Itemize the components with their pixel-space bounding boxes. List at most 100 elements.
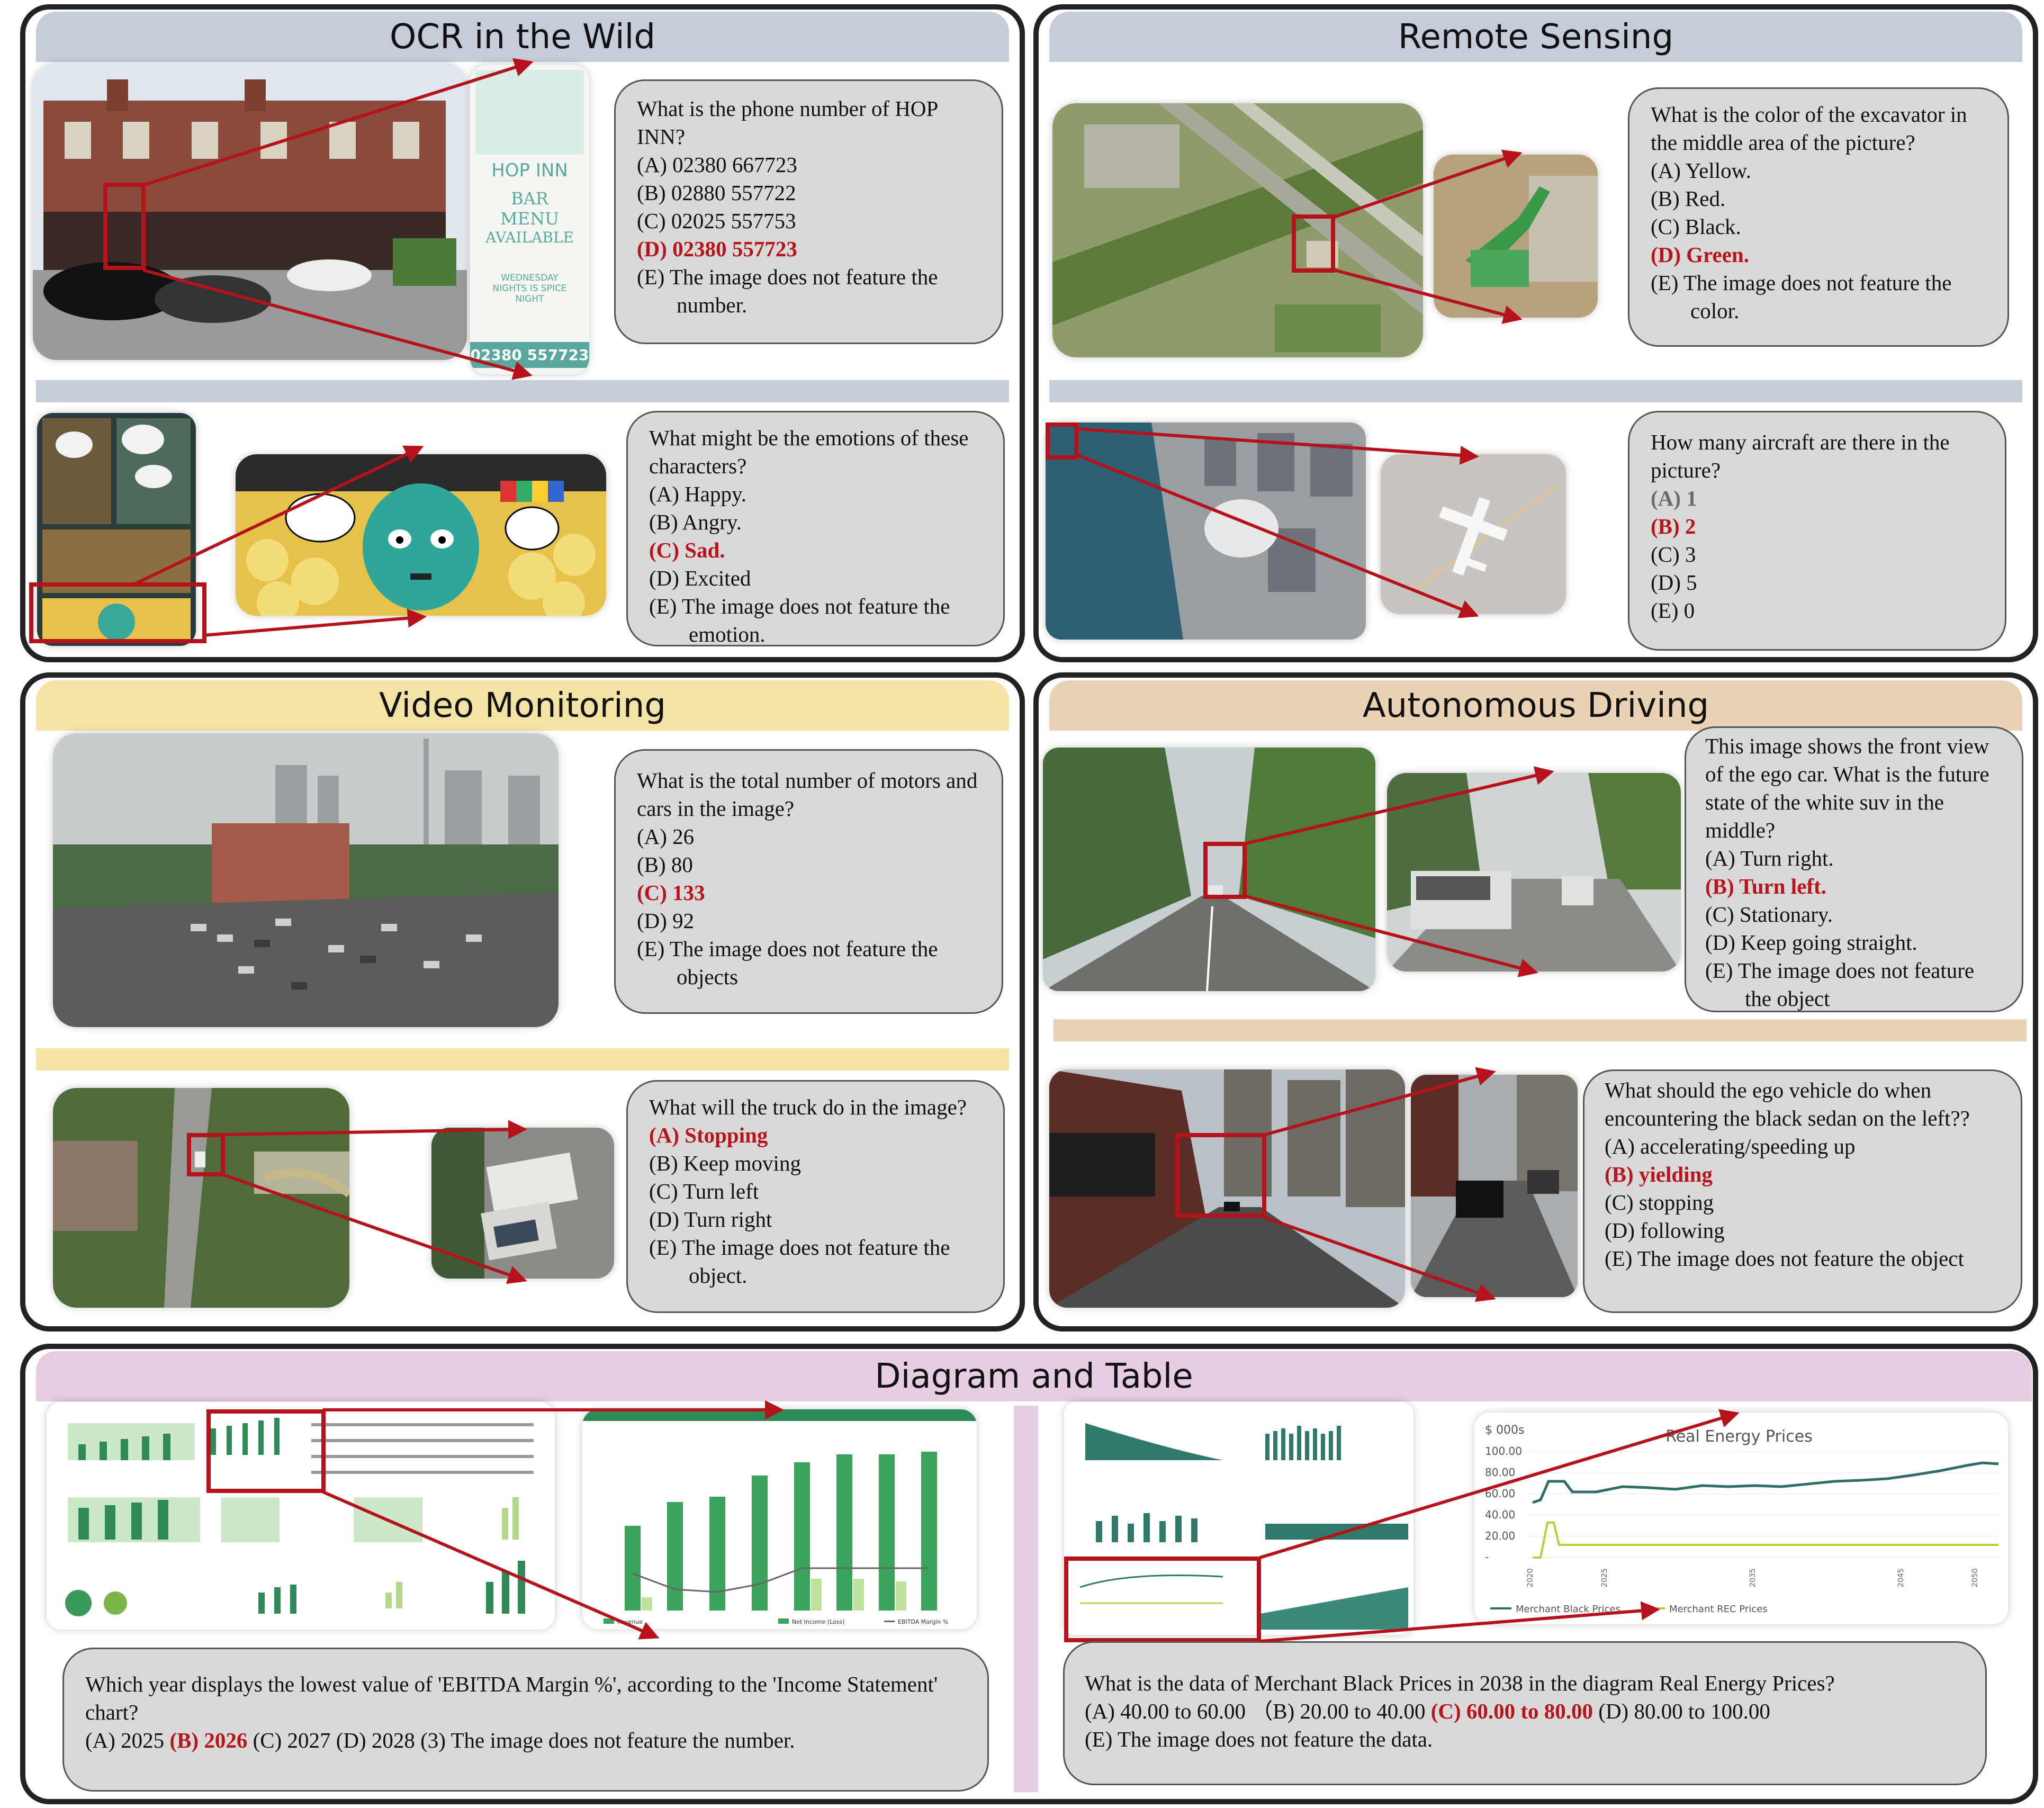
question-text: What is the total number of motors and c… (637, 768, 978, 821)
option-a: (A) 02380 667723 (637, 152, 797, 177)
option-d: (D) 80.00 to 100.00 (1598, 1699, 1770, 1723)
y-tick-40: 40.00 (1485, 1508, 1515, 1521)
diagram-zoom-box-1 (206, 1409, 326, 1493)
road-aerial-photo (53, 1088, 349, 1308)
energy-chart-title: Real Energy Prices (1665, 1427, 1813, 1446)
driving-zoom-box-2 (1175, 1133, 1266, 1218)
ocr-header: OCR in the Wild (36, 12, 1009, 62)
option-c: (C) Black. (1651, 214, 1741, 239)
video-header: Video Monitoring (36, 680, 1009, 731)
option-a: (A) 26 (637, 824, 695, 849)
driving-question-box-2: What should the ego vehicle do when enco… (1583, 1069, 2022, 1313)
pub-photo (33, 64, 467, 360)
option-e: (E) The image does not feature the emoti… (649, 594, 950, 646)
svg-text:2050: 2050 (1971, 1568, 1979, 1587)
option-b: （B) 20.00 to 40.00 (1251, 1699, 1426, 1723)
question-text: What is the data of Merchant Black Price… (1085, 1671, 1835, 1695)
ocr-separator (36, 380, 1009, 402)
truck-zoom (431, 1128, 614, 1279)
question-text: What is the phone number of HOP INN? (637, 96, 938, 149)
driving-question-box-1: This image shows the front view of the e… (1685, 726, 2023, 1012)
option-b-answer: (B) Turn left. (1705, 874, 1826, 898)
energy-price-chart: $ 000s Real Energy Prices 100.00 80.00 6… (1474, 1413, 2008, 1624)
aircraft-zoom (1381, 454, 1566, 614)
option-b: (B) Red. (1651, 186, 1726, 211)
option-a: (A) 1 (1651, 486, 1697, 510)
remote-zoom-box-1 (1292, 214, 1335, 273)
y-tick-20: 20.00 (1485, 1530, 1515, 1542)
question-text: Which year displays the lowest value of … (85, 1672, 938, 1724)
option-d-answer: (D) 02380 557723 (637, 237, 797, 261)
option-e: (E) 0 (1651, 598, 1695, 623)
y-tick-zero: - (1485, 1551, 1489, 1563)
option-a: (A) 40.00 to 60.00 (1085, 1699, 1246, 1723)
option-c: (C) Turn left (649, 1179, 759, 1203)
comic-zoom (236, 454, 606, 616)
sign-line5: NIGHTS IS SPICE (492, 283, 567, 294)
sign-line1: BAR (511, 188, 548, 209)
energy-chart-unit: $ 000s (1485, 1424, 1524, 1437)
video-title: Video Monitoring (379, 686, 666, 725)
legend-revenue: Revenue (617, 1618, 643, 1625)
remote-separator (1049, 380, 2022, 402)
sign-line3: AVAILABLE (485, 229, 574, 246)
harbor-aerial (1046, 422, 1366, 640)
sedan-zoom (1411, 1075, 1578, 1297)
option-c: (C) Stationary. (1705, 902, 1833, 927)
parking-lot-photo (53, 733, 559, 1027)
option-e: (E) The image does not feature the numbe… (637, 265, 938, 317)
driving-header: Autonomous Driving (1049, 680, 2022, 731)
option-e: (E) The image does not feature the data. (1085, 1727, 1433, 1751)
option-d: (D) 2028 (336, 1728, 415, 1752)
option-d: (D) 92 (637, 909, 695, 933)
option-a: (A) Happy. (649, 482, 747, 506)
y-tick-80: 80.00 (1485, 1466, 1515, 1479)
sign-line2: MENU (500, 209, 560, 229)
hop-inn-sign: HOP INN BAR MENU AVAILABLE WEDNESDAY NIG… (470, 65, 589, 374)
option-b: (B) Keep moving (649, 1151, 801, 1175)
video-question-box-2: What will the truck do in the image? (A)… (626, 1080, 1005, 1313)
option-b-answer: (B) 2 (1651, 514, 1696, 538)
option-c: (C) 2027 (253, 1728, 331, 1752)
svg-text:2035: 2035 (1749, 1568, 1757, 1587)
legend-net-income: Net Income (Loss) (792, 1618, 845, 1625)
excavator-zoom (1434, 155, 1598, 318)
diagram-question-box-1: Which year displays the lowest value of … (62, 1648, 989, 1792)
question-text: What might be the emotions of these char… (649, 426, 969, 478)
option-c-answer: (C) 133 (637, 880, 705, 905)
svg-text:2020: 2020 (1526, 1568, 1535, 1587)
option-e: (E) The image does not feature the objec… (1605, 1246, 1964, 1271)
option-c: (C) 02025 557753 (637, 209, 796, 233)
ocr-title: OCR in the Wild (390, 17, 655, 57)
sign-line6: NIGHT (515, 294, 544, 304)
ocr-question-box-2: What might be the emotions of these char… (626, 411, 1005, 646)
ocr-question-box-1: What is the phone number of HOP INN? (A)… (614, 79, 1003, 344)
question-text: What will the truck do in the image? (649, 1095, 967, 1119)
video-zoom-box (187, 1133, 225, 1176)
y-tick-60: 60.00 (1485, 1487, 1515, 1500)
option-b-answer: (B) 2026 (169, 1728, 248, 1752)
diagram-zoom-box-2 (1064, 1557, 1261, 1642)
option-d: (D) Excited (649, 566, 751, 590)
option-c-answer: (C) Sad. (649, 538, 725, 562)
option-e: (E) The image does not feature the objec… (649, 1235, 950, 1288)
remote-question-box-1: What is the color of the excavator in th… (1628, 87, 2009, 347)
aerial-photo (1052, 103, 1423, 357)
option-a: (A) Yellow. (1651, 158, 1751, 183)
legend-merchant-black: Merchant Black Prices (1516, 1604, 1620, 1615)
option-a-answer: (A) Stopping (649, 1123, 768, 1147)
question-text: What is the color of the excavator in th… (1651, 102, 1967, 155)
option-e: (E) The image does not feature the objec… (1705, 958, 1975, 1011)
option-c: (C) stopping (1605, 1190, 1714, 1215)
video-question-box-1: What is the total number of motors and c… (614, 749, 1003, 1014)
driving-title: Autonomous Driving (1362, 686, 1709, 725)
income-statement-chart: Revenue Net Income (Loss) EBITDA Margin … (582, 1409, 977, 1629)
legend-ebitda-margin: EBITDA Margin % (898, 1618, 948, 1625)
option-d-answer: (D) Green. (1651, 242, 1749, 267)
remote-question-box-2: How many aircraft are there in the pictu… (1628, 411, 2006, 651)
sign-phone: 02380 557723 (470, 342, 589, 368)
question-text: How many aircraft are there in the pictu… (1651, 430, 1950, 482)
sign-name: HOP INN (491, 160, 568, 181)
diagram-divider (1014, 1406, 1038, 1792)
option-c-answer: (C) 60.00 to 80.00 (1430, 1699, 1593, 1723)
